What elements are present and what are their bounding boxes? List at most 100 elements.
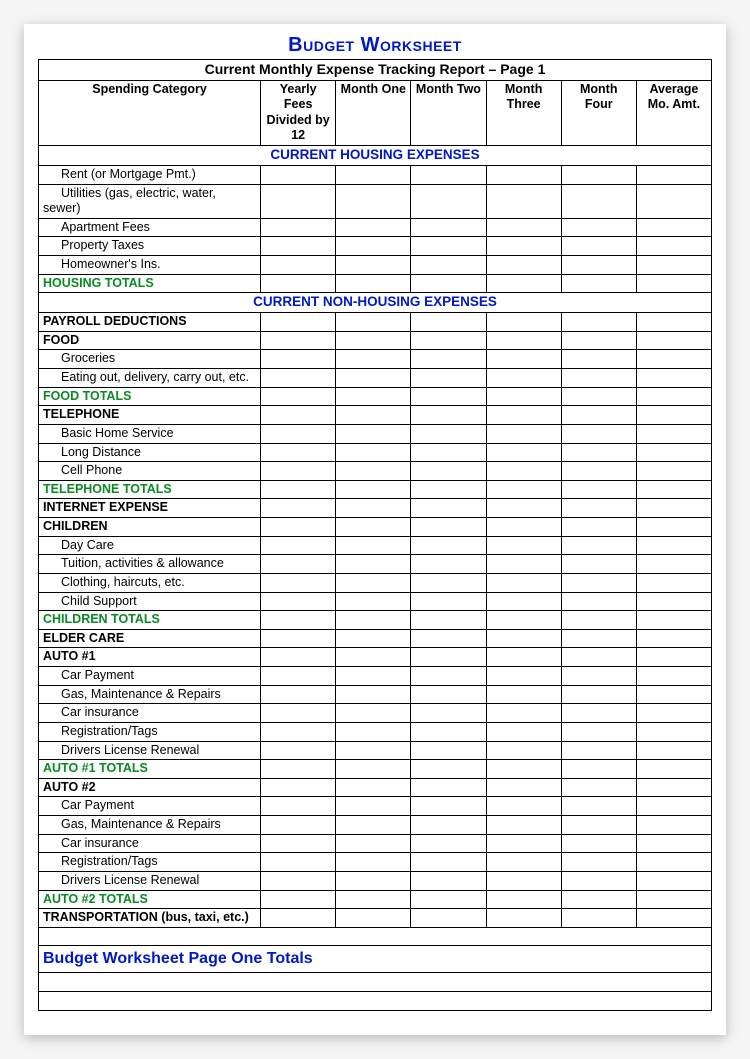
value-cell	[261, 834, 336, 853]
value-cell	[486, 592, 561, 611]
value-cell	[636, 406, 711, 425]
value-cell	[261, 369, 336, 388]
value-cell	[336, 424, 411, 443]
value-cell	[561, 518, 636, 537]
value-cell	[561, 834, 636, 853]
value-cell	[561, 797, 636, 816]
value-cell	[636, 480, 711, 499]
column-header: Yearly Fees Divided by 12	[261, 80, 336, 146]
value-cell	[486, 274, 561, 293]
value-cell	[411, 218, 486, 237]
value-cell	[411, 443, 486, 462]
value-cell	[336, 685, 411, 704]
value-cell	[336, 573, 411, 592]
value-cell	[636, 555, 711, 574]
column-header: Month Two	[411, 80, 486, 146]
value-cell	[486, 518, 561, 537]
value-cell	[561, 741, 636, 760]
item-label: Clothing, haircuts, etc.	[39, 573, 261, 592]
value-cell	[411, 274, 486, 293]
value-cell	[486, 424, 561, 443]
value-cell	[336, 611, 411, 630]
value-cell	[486, 350, 561, 369]
value-cell	[336, 909, 411, 928]
value-cell	[636, 424, 711, 443]
value-cell	[411, 797, 486, 816]
budget-table: Current Monthly Expense Tracking Report …	[38, 59, 712, 1011]
value-cell	[411, 462, 486, 481]
item-label: Registration/Tags	[39, 722, 261, 741]
value-cell	[636, 369, 711, 388]
value-cell	[261, 237, 336, 256]
totals-label: AUTO #1 TOTALS	[39, 760, 261, 779]
value-cell	[636, 667, 711, 686]
value-cell	[261, 443, 336, 462]
category-label: CHILDREN	[39, 518, 261, 537]
value-cell	[411, 760, 486, 779]
value-cell	[336, 184, 411, 218]
value-cell	[486, 741, 561, 760]
value-cell	[636, 573, 711, 592]
value-cell	[411, 406, 486, 425]
value-cell	[561, 184, 636, 218]
value-cell	[486, 778, 561, 797]
totals-label: CHILDREN TOTALS	[39, 611, 261, 630]
item-label: Eating out, delivery, carry out, etc.	[39, 369, 261, 388]
value-cell	[261, 184, 336, 218]
value-cell	[336, 629, 411, 648]
value-cell	[636, 165, 711, 184]
value-cell	[411, 592, 486, 611]
value-cell	[486, 256, 561, 275]
section-header: CURRENT NON-HOUSING EXPENSES	[39, 293, 712, 313]
value-cell	[411, 667, 486, 686]
value-cell	[636, 685, 711, 704]
value-cell	[411, 741, 486, 760]
value-cell	[636, 816, 711, 835]
value-cell	[411, 424, 486, 443]
value-cell	[636, 218, 711, 237]
value-cell	[411, 165, 486, 184]
page-totals: Budget Worksheet Page One Totals	[39, 946, 712, 973]
value-cell	[336, 480, 411, 499]
item-label: Apartment Fees	[39, 218, 261, 237]
value-cell	[336, 741, 411, 760]
value-cell	[261, 313, 336, 332]
value-cell	[336, 797, 411, 816]
value-cell	[411, 499, 486, 518]
value-cell	[411, 256, 486, 275]
category-label: FOOD	[39, 331, 261, 350]
value-cell	[261, 536, 336, 555]
item-label: Child Support	[39, 592, 261, 611]
value-cell	[636, 871, 711, 890]
value-cell	[261, 518, 336, 537]
value-cell	[636, 629, 711, 648]
item-label: Groceries	[39, 350, 261, 369]
value-cell	[336, 369, 411, 388]
value-cell	[261, 387, 336, 406]
item-label: Cell Phone	[39, 462, 261, 481]
value-cell	[336, 871, 411, 890]
item-label: Tuition, activities & allowance	[39, 555, 261, 574]
value-cell	[636, 648, 711, 667]
value-cell	[486, 406, 561, 425]
value-cell	[261, 741, 336, 760]
value-cell	[636, 274, 711, 293]
item-label: Car Payment	[39, 667, 261, 686]
value-cell	[261, 704, 336, 723]
value-cell	[561, 387, 636, 406]
value-cell	[561, 443, 636, 462]
value-cell	[261, 555, 336, 574]
totals-label: TELEPHONE TOTALS	[39, 480, 261, 499]
value-cell	[486, 499, 561, 518]
value-cell	[411, 573, 486, 592]
value-cell	[261, 165, 336, 184]
item-label: Drivers License Renewal	[39, 871, 261, 890]
value-cell	[486, 443, 561, 462]
category-label: INTERNET EXPENSE	[39, 499, 261, 518]
value-cell	[636, 909, 711, 928]
value-cell	[636, 350, 711, 369]
item-label: Drivers License Renewal	[39, 741, 261, 760]
value-cell	[486, 218, 561, 237]
item-label: Homeowner's Ins.	[39, 256, 261, 275]
value-cell	[636, 331, 711, 350]
